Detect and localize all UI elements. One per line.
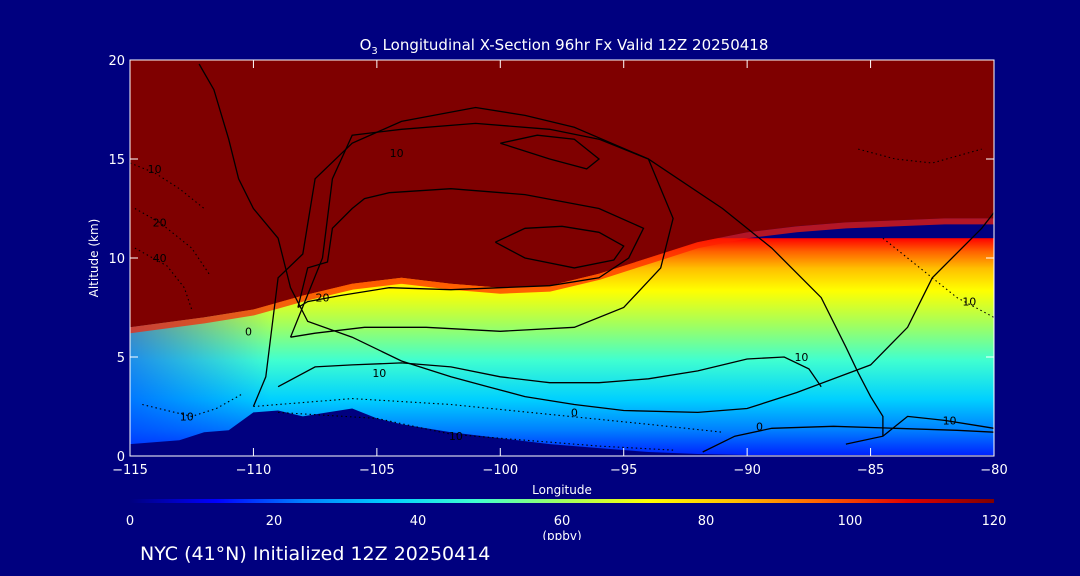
contour-label: 10 <box>449 430 463 443</box>
colorbar-tick-label: 60 <box>554 514 571 529</box>
y-tick-label: 10 <box>108 252 125 267</box>
x-tick-label: −90 <box>733 463 760 478</box>
contour-line <box>702 425 994 453</box>
x-tick-label: −115 <box>112 463 148 478</box>
contour-label: 10 <box>148 163 162 176</box>
chart-title: O3 Longitudinal X-Section 96hr Fx Valid … <box>360 36 769 57</box>
contour-line <box>882 237 994 318</box>
contour-line <box>134 208 210 275</box>
x-tick-label: −105 <box>359 463 395 478</box>
ozone-cross-section-chart: O3 Longitudinal X-Section 96hr Fx Valid … <box>87 36 1008 540</box>
x-tick-label: −80 <box>980 463 1007 478</box>
contour-line <box>845 415 994 445</box>
y-tick-label: 15 <box>108 153 125 168</box>
colorbar-tick-label: 80 <box>698 514 715 529</box>
contour-label: 0 <box>245 325 252 338</box>
y-tick-label: 5 <box>117 351 125 366</box>
y-tick-label: 0 <box>117 450 125 465</box>
y-axis: 0 5 10 15 20 <box>108 54 994 465</box>
contour-label: 10 <box>372 367 386 380</box>
tropopause-transition <box>130 218 994 334</box>
contour-line <box>198 63 994 414</box>
plot-area: 0 10 10 10 20 0 10 0 10 10 10 20 40 10 <box>130 60 994 456</box>
contour-label: 0 <box>571 406 578 419</box>
contour-label: 10 <box>943 414 957 427</box>
colorbar-tick-label: 40 <box>410 514 427 529</box>
colorbar-tick-label: 100 <box>838 514 863 529</box>
contour-line <box>278 411 674 451</box>
contour-line <box>277 356 822 388</box>
contour-line <box>289 122 674 338</box>
contour-line <box>494 225 625 269</box>
x-tick-label: −110 <box>236 463 272 478</box>
contour-line <box>252 106 884 437</box>
contour-line <box>858 148 982 164</box>
y-axis-label: Altitude (km) <box>87 219 101 298</box>
contour-label: 0 <box>756 420 763 433</box>
contour-line <box>130 162 205 209</box>
colorbar-tick-label: 20 <box>266 514 283 529</box>
contour-line <box>134 247 193 310</box>
contour-label: 20 <box>316 292 330 305</box>
contour-label: 20 <box>153 216 167 229</box>
contour-label: 10 <box>962 296 976 309</box>
x-tick-label: −95 <box>610 463 637 478</box>
colorbar-tick-label: 120 <box>982 514 1007 529</box>
contour-line <box>297 188 645 309</box>
contour-line <box>142 394 242 417</box>
y-tick-label: 20 <box>108 54 125 69</box>
colorbar-tick-label: 0 <box>126 514 134 529</box>
x-axis: −115 −110 −105 −100 −95 −90 −85 −80 <box>112 60 1008 478</box>
terrain <box>130 408 994 456</box>
colorbar-unit: (ppbv) <box>542 529 581 540</box>
colorbar <box>130 499 994 503</box>
x-tick-label: −85 <box>857 463 884 478</box>
contour-line <box>500 134 601 170</box>
contour-label: 10 <box>390 147 404 160</box>
init-caption: NYC (41°N) Initialized 12Z 20250414 <box>140 543 491 565</box>
stratosphere-region <box>130 60 994 328</box>
colorbar-ticks: 0 20 40 60 80 100 120 <box>126 514 1007 529</box>
contour-line <box>253 398 723 433</box>
x-axis-label: Longitude <box>532 483 592 497</box>
contour-label: 40 <box>153 252 167 265</box>
contour-label: 10 <box>180 410 194 423</box>
contour-label: 10 <box>794 351 808 364</box>
x-tick-label: −100 <box>482 463 518 478</box>
